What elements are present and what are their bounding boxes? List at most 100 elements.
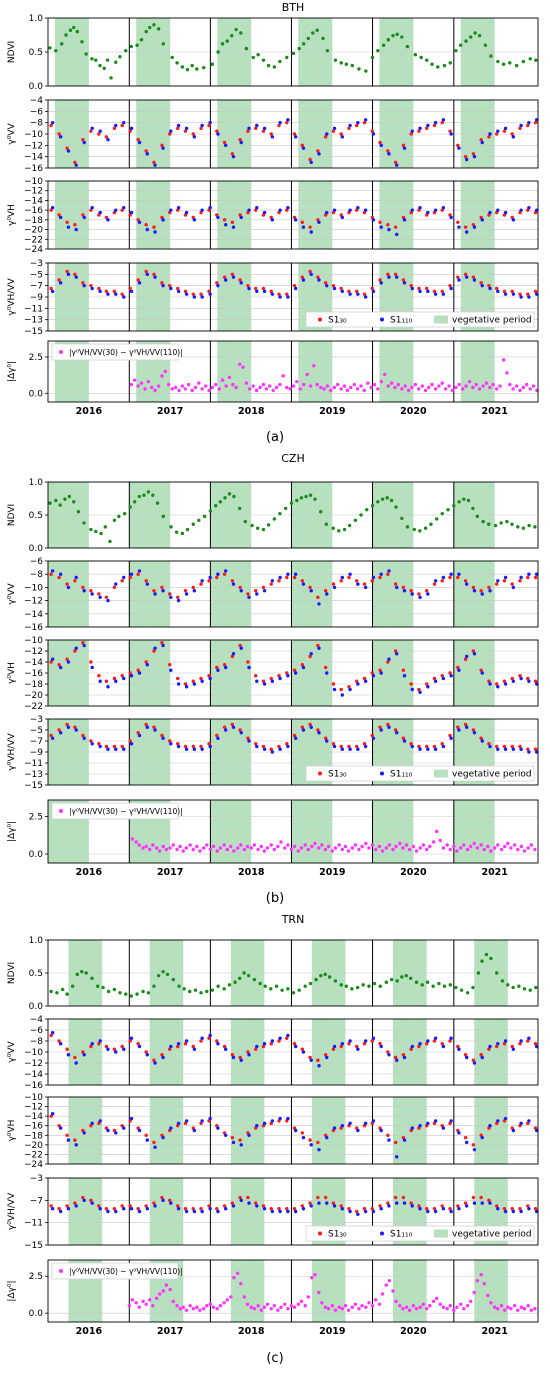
data-point [363, 295, 368, 299]
data-point [225, 847, 229, 852]
data-point [340, 693, 345, 697]
data-point [301, 1135, 306, 1140]
data-point [393, 1055, 398, 1060]
data-point [265, 1302, 270, 1306]
data-point [300, 220, 305, 224]
x-tick-label: 2019 [319, 867, 345, 878]
data-point [355, 744, 359, 749]
data-point [502, 1308, 507, 1312]
data-point [176, 744, 181, 749]
data-point [496, 579, 500, 583]
data-point [378, 1204, 382, 1208]
data-point [533, 679, 538, 683]
data-point [259, 1308, 263, 1312]
data-point [222, 572, 227, 576]
data-point [227, 375, 232, 380]
data-point [441, 575, 446, 580]
data-point [108, 539, 112, 544]
data-point [472, 278, 477, 282]
data-point [89, 739, 93, 743]
data-point [128, 1204, 132, 1208]
data-point [522, 1307, 527, 1311]
data-point [418, 846, 422, 850]
data-point [153, 646, 157, 650]
data-point [255, 592, 259, 596]
data-point [531, 384, 536, 388]
data-point [168, 592, 172, 596]
data-point [527, 523, 531, 528]
data-point [325, 592, 329, 596]
data-point [527, 1036, 531, 1040]
data-point [339, 744, 343, 749]
data-point [510, 132, 514, 136]
data-point [345, 388, 350, 393]
data-point [66, 1138, 71, 1142]
plot-frame [47, 1096, 539, 1165]
vegetative-period-band [210, 561, 252, 627]
y-tick-label: −3 [30, 1174, 43, 1184]
data-point [378, 575, 382, 580]
data-point [65, 657, 69, 661]
y-tick-label: −12 [24, 187, 43, 197]
data-point [272, 847, 277, 852]
data-point [441, 846, 446, 850]
data-point [220, 378, 225, 382]
data-point [246, 660, 250, 664]
data-point [104, 289, 109, 294]
data-point [215, 733, 219, 738]
data-point [292, 844, 297, 849]
data-point [391, 847, 395, 852]
data-point [262, 849, 267, 853]
data-point [330, 849, 335, 853]
data-point [496, 129, 500, 133]
data-point [148, 1298, 152, 1302]
data-point [418, 595, 422, 599]
data-point [216, 1209, 220, 1214]
data-point [54, 498, 58, 503]
data-point [323, 736, 328, 740]
data-point [168, 1287, 172, 1292]
data-point [488, 682, 492, 686]
data-point [120, 674, 124, 678]
data-point [370, 671, 374, 675]
data-point [74, 1204, 78, 1208]
y-axis-label: |Δγ⁰| [7, 821, 17, 842]
data-point [404, 843, 409, 847]
data-point [55, 991, 59, 995]
data-point [323, 1305, 328, 1309]
data-point [360, 844, 364, 849]
data-point [350, 987, 354, 991]
data-point [104, 744, 109, 749]
data-point [407, 1308, 412, 1312]
data-point [235, 1271, 240, 1275]
data-point [184, 1039, 189, 1043]
data-point [261, 679, 266, 683]
data-point [168, 283, 172, 288]
legend: S1₃₀ S1₁₁₀ vegetative period [305, 765, 535, 782]
data-point [156, 973, 161, 978]
y-tick-label: −4 [30, 1015, 44, 1025]
y-tick-label: 0.5 [29, 511, 43, 521]
data-point [489, 54, 493, 58]
data-point [500, 979, 505, 983]
data-point [278, 59, 282, 64]
data-point [356, 206, 360, 210]
data-point [471, 649, 476, 653]
data-point [510, 522, 514, 526]
data-point [394, 1299, 398, 1304]
data-point [488, 744, 492, 749]
data-point [386, 1050, 390, 1054]
data-point [299, 1299, 304, 1304]
data-point [258, 981, 262, 986]
data-point [185, 67, 190, 72]
data-point [526, 1204, 530, 1208]
data-point [145, 1207, 149, 1211]
data-point [348, 1209, 352, 1214]
data-point [417, 744, 421, 749]
data-point [378, 278, 382, 282]
data-point [425, 682, 429, 686]
data-point [518, 579, 522, 583]
data-point [457, 225, 461, 229]
data-point [311, 31, 315, 35]
